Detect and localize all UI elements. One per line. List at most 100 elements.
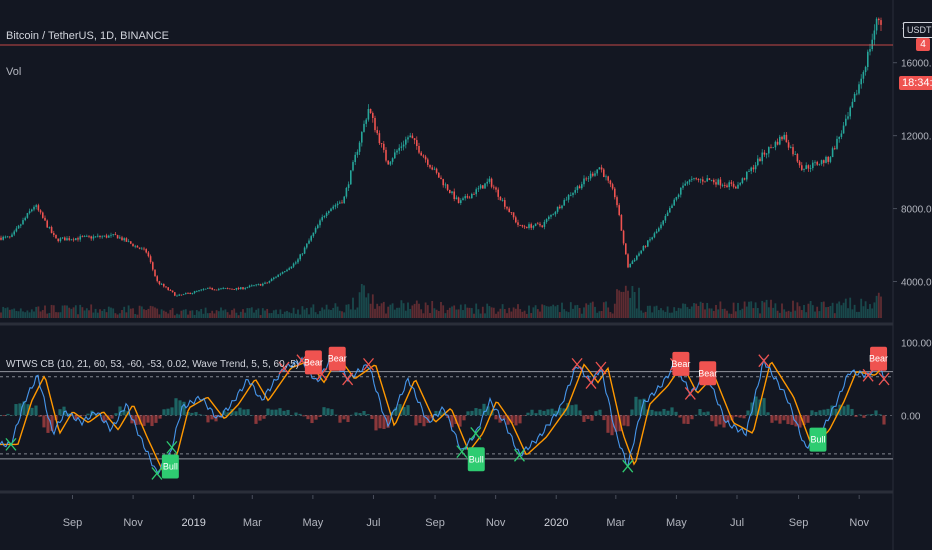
candle-body bbox=[559, 206, 561, 209]
candle-body bbox=[83, 236, 86, 237]
momentum-histogram-bar bbox=[38, 415, 42, 417]
candle-body bbox=[244, 288, 246, 290]
candle-body bbox=[187, 293, 189, 294]
volume-bar bbox=[473, 313, 475, 318]
candle-body bbox=[534, 223, 537, 226]
cross-marker bbox=[316, 367, 328, 381]
momentum-histogram-bar bbox=[814, 411, 818, 416]
candle-body bbox=[706, 178, 708, 182]
momentum-histogram-bar bbox=[74, 415, 78, 420]
candle-body bbox=[233, 289, 235, 290]
momentum-histogram-bar bbox=[570, 405, 574, 416]
candle-body bbox=[237, 287, 240, 290]
candle-body bbox=[759, 158, 761, 162]
candle-body bbox=[138, 247, 141, 249]
volume-bar bbox=[739, 310, 742, 318]
candle-body bbox=[860, 78, 862, 85]
candle-body bbox=[499, 196, 502, 201]
volume-bar bbox=[334, 303, 337, 318]
candle-body bbox=[202, 289, 205, 291]
momentum-histogram-bar bbox=[854, 415, 858, 417]
volume-bar bbox=[807, 303, 810, 318]
volume-bar bbox=[706, 302, 709, 318]
candle-body bbox=[816, 161, 818, 165]
candle-body bbox=[636, 255, 638, 260]
signal-markers: Bear Bear Bear Bear Bear Bull Bull Bull bbox=[5, 346, 890, 480]
candle-body bbox=[449, 189, 451, 194]
momentum-histogram-bar bbox=[50, 415, 54, 432]
momentum-histogram-bar bbox=[294, 412, 298, 416]
candle-body bbox=[517, 222, 519, 225]
volume-bar bbox=[809, 300, 812, 318]
candle-body bbox=[545, 219, 548, 222]
candle-body bbox=[361, 131, 363, 143]
momentum-histogram-bar bbox=[622, 415, 626, 426]
candle-body bbox=[130, 241, 132, 244]
momentum-histogram-bar bbox=[634, 396, 638, 416]
volume-bar bbox=[411, 305, 414, 318]
wave-trend-oscillator bbox=[0, 356, 893, 476]
candle-body bbox=[805, 165, 807, 170]
volume-bar bbox=[169, 309, 172, 318]
volume-bar bbox=[501, 304, 504, 318]
volume-bar bbox=[875, 295, 878, 318]
candle-body bbox=[400, 146, 403, 148]
candle-body bbox=[314, 228, 317, 233]
candle-body bbox=[354, 154, 356, 163]
volume-bar bbox=[2, 306, 5, 318]
momentum-histogram-bar bbox=[290, 415, 294, 416]
volume-bar bbox=[404, 310, 407, 318]
candle-body bbox=[182, 293, 185, 295]
momentum-histogram-bar bbox=[650, 409, 654, 416]
candle-body bbox=[618, 205, 620, 215]
volume-bar bbox=[600, 310, 603, 318]
cross-marker bbox=[622, 459, 634, 473]
volume-bar bbox=[475, 303, 478, 318]
candle-body bbox=[858, 84, 860, 94]
candle-body bbox=[688, 179, 691, 182]
momentum-histogram-bar bbox=[662, 408, 666, 416]
volume-bar bbox=[224, 309, 227, 318]
volume-bar bbox=[816, 306, 819, 318]
volume-bar bbox=[299, 314, 302, 318]
volume-bar bbox=[455, 309, 458, 318]
momentum-histogram-bar bbox=[802, 415, 806, 426]
volume-bar bbox=[763, 302, 766, 318]
volume-bar bbox=[772, 307, 775, 318]
momentum-histogram-bar bbox=[382, 415, 386, 429]
candle-body bbox=[88, 235, 90, 237]
momentum-histogram-bar bbox=[246, 409, 250, 416]
volume-bar bbox=[376, 303, 379, 318]
volume-bar bbox=[24, 312, 27, 318]
volume-bar bbox=[444, 313, 447, 318]
momentum-histogram-bar bbox=[110, 415, 114, 419]
candle-body bbox=[257, 284, 260, 285]
candle-body bbox=[633, 259, 636, 262]
candle-body bbox=[836, 138, 838, 149]
candle-body bbox=[823, 160, 825, 163]
candle-body bbox=[103, 235, 106, 237]
momentum-histogram-bar bbox=[146, 415, 150, 423]
momentum-histogram-bar bbox=[226, 412, 230, 416]
candle-body bbox=[385, 149, 387, 161]
candle-body bbox=[136, 245, 139, 248]
volume-bar bbox=[378, 306, 381, 318]
candle-body bbox=[378, 133, 381, 144]
volume-bar bbox=[433, 308, 436, 318]
momentum-histogram-bar bbox=[350, 414, 354, 416]
currency-badge[interactable]: USDT bbox=[903, 22, 932, 38]
momentum-histogram-bar bbox=[210, 415, 214, 420]
cross-marker bbox=[166, 440, 178, 454]
volume-bar bbox=[206, 313, 209, 318]
volume-bar bbox=[266, 308, 269, 318]
candle-body bbox=[57, 238, 59, 242]
volume-bar bbox=[486, 303, 489, 318]
volume-bar bbox=[649, 305, 651, 318]
volume-bar bbox=[0, 312, 2, 318]
candle-body bbox=[22, 220, 24, 225]
candle-body bbox=[301, 253, 304, 255]
candle-body bbox=[728, 182, 730, 188]
volume-bar bbox=[44, 305, 46, 318]
volume-bar bbox=[613, 303, 616, 318]
